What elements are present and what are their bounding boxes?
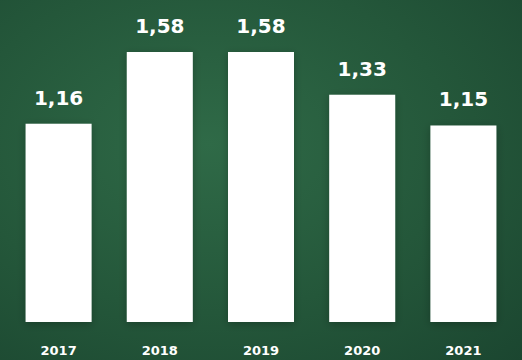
svg-text:2018: 2018 [142,343,178,358]
svg-text:1,58: 1,58 [236,14,285,38]
svg-text:1,15: 1,15 [439,87,488,111]
svg-text:2017: 2017 [41,343,77,358]
svg-text:1,16: 1,16 [34,86,83,110]
svg-text:2019: 2019 [243,343,279,358]
svg-text:2021: 2021 [445,343,481,358]
svg-text:2020: 2020 [344,343,380,358]
svg-text:1,58: 1,58 [135,14,184,38]
svg-text:1,33: 1,33 [338,57,387,81]
